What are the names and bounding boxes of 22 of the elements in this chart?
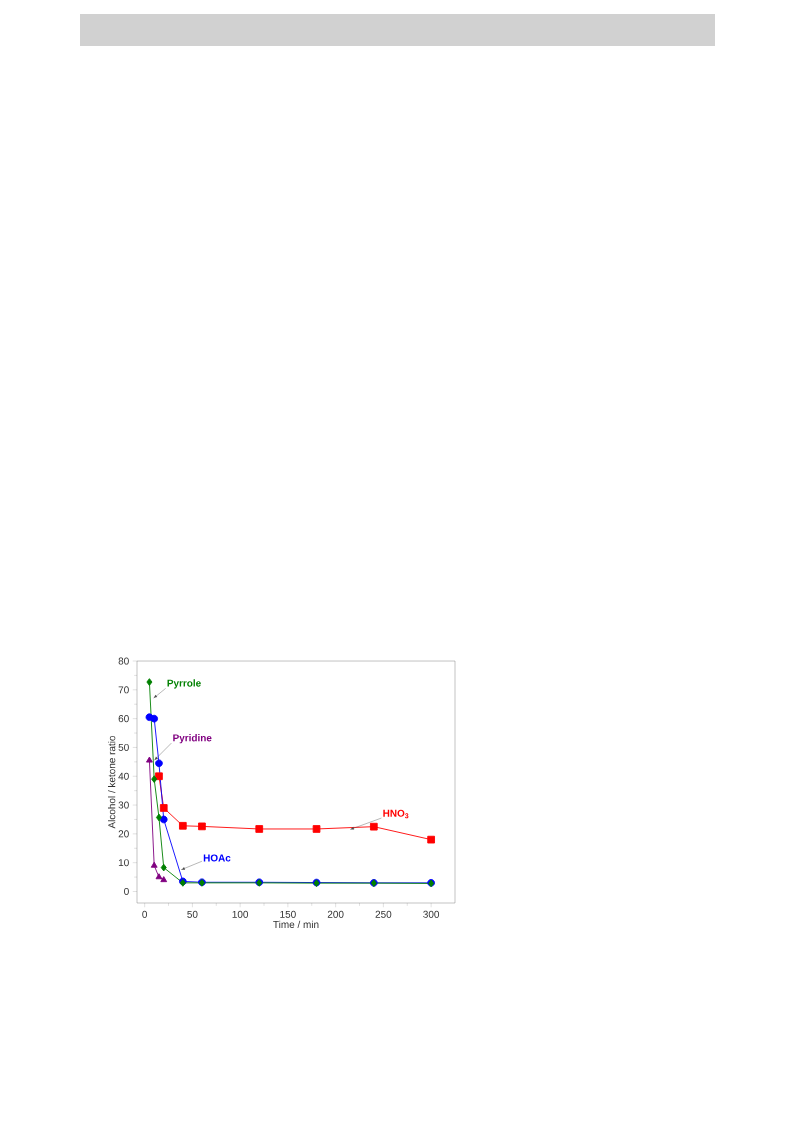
y-tick-label: 40 [118, 772, 129, 780]
x-tick-label: 150 [280, 910, 296, 918]
text: Pyridine [173, 734, 212, 744]
y-tick-label: 50 [118, 743, 129, 751]
x-tick-label: 300 [423, 910, 440, 918]
y-tick-label: 80 [118, 657, 129, 665]
y-axis-title: Alcohol / ketone ratio [107, 735, 116, 829]
y-tick-label: 70 [118, 686, 129, 694]
series-label: Pyrrole [167, 679, 201, 689]
y-tick-label: 20 [118, 830, 129, 838]
series-label: HNO$_{3}$ [383, 809, 409, 819]
x-tick-label: 200 [327, 910, 344, 918]
x-axis-title: Time / min [273, 920, 319, 928]
y-tick-label: 0 [124, 887, 129, 896]
x-tick-label: 50 [187, 910, 198, 918]
y-tick-label: 10 [118, 859, 129, 867]
x-tick-label: 100 [232, 910, 249, 918]
y-tick-label: 30 [118, 801, 129, 809]
x-tick-label: 0 [142, 910, 148, 918]
series-label: HOAc [203, 854, 231, 862]
y-tick-label: 60 [118, 715, 129, 723]
x-tick-label: 250 [375, 910, 392, 918]
